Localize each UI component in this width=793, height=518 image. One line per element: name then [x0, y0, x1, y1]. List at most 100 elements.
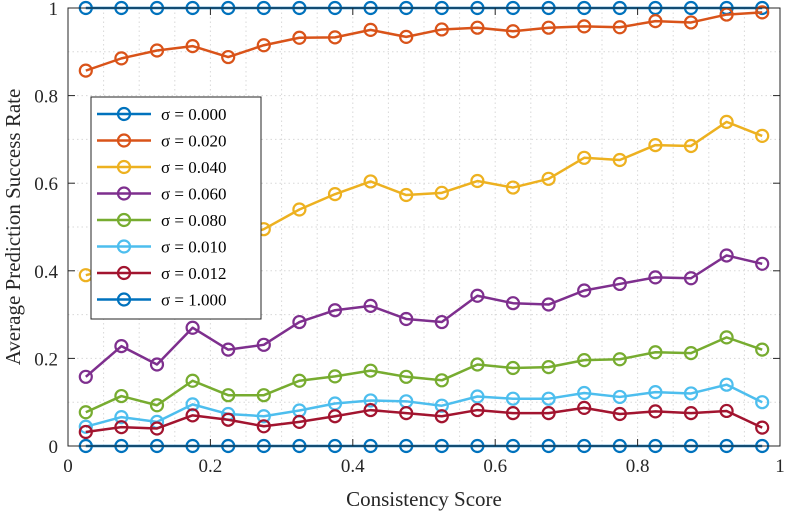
data-point-marker: [505, 180, 521, 195]
data-point-marker: [683, 406, 699, 421]
data-point-marker: [577, 283, 592, 298]
legend-marker: [116, 292, 132, 307]
data-point-marker: [719, 7, 734, 22]
data-point-marker: [327, 187, 343, 202]
legend-label: σ = 0.012: [161, 264, 227, 283]
data-point-marker: [114, 420, 129, 435]
data-point-marker: [755, 128, 770, 143]
legend-item: σ = 0.020: [97, 132, 227, 151]
data-point-marker: [114, 51, 129, 66]
data-point-marker: [292, 373, 307, 388]
data-point-marker: [292, 30, 307, 45]
data-point-marker: [292, 414, 307, 430]
data-point-marker: [149, 357, 165, 372]
legend-item: σ = 0.000: [97, 105, 227, 124]
legend-marker: [116, 239, 132, 254]
data-point-marker: [719, 403, 734, 419]
data-point-marker: [577, 19, 592, 34]
legend-marker: [116, 186, 132, 201]
data-point-marker: [434, 314, 449, 330]
data-point-marker: [256, 388, 271, 403]
legend-label: σ = 0.040: [161, 158, 227, 177]
legend-label: σ = 0.000: [161, 105, 227, 124]
legend-marker: [116, 133, 132, 148]
data-point-marker: [755, 256, 770, 271]
data-point-marker: [612, 389, 627, 405]
legend-item: σ = 1.000: [97, 291, 227, 310]
series-6: [78, 400, 770, 440]
data-point-marker: [185, 39, 200, 54]
data-point-marker: [399, 29, 414, 45]
x-tick-label: 0.4: [341, 456, 365, 477]
x-tick-label: 0.8: [626, 456, 650, 477]
plot-frame: [67, 7, 781, 447]
data-point-marker: [114, 339, 129, 354]
data-point-marker: [221, 412, 236, 427]
data-point-marker: [327, 369, 343, 384]
legend-item: σ = 0.040: [97, 158, 227, 177]
data-point-marker: [648, 345, 663, 360]
data-point-marker: [683, 271, 699, 286]
data-point-marker: [470, 402, 485, 418]
data-point-marker: [541, 297, 556, 312]
data-point-marker: [256, 409, 271, 424]
y-tick-label: 0.2: [34, 349, 58, 370]
data-point-marker: [149, 43, 165, 58]
data-point-marker: [256, 337, 271, 352]
data-point-marker: [683, 138, 699, 154]
legend: σ = 0.000 σ = 0.020 σ = 0.040 σ = 0.060 σ = …: [90, 96, 262, 320]
data-point-marker: [648, 385, 663, 400]
legend-item: σ = 0.080: [97, 211, 227, 230]
data-point-marker: [683, 386, 699, 401]
data-point-marker: [434, 185, 449, 200]
data-point-marker: [577, 353, 592, 368]
legend-marker: [116, 265, 132, 281]
data-point-marker: [648, 270, 663, 285]
data-point-marker: [719, 248, 734, 263]
data-point-marker: [683, 346, 699, 361]
data-point-marker: [755, 395, 770, 410]
data-point-marker: [327, 30, 343, 45]
data-point-marker: [434, 373, 449, 388]
data-point-marker: [719, 114, 734, 129]
data-point-marker: [185, 373, 200, 388]
data-point-marker: [399, 311, 414, 327]
data-point-marker: [363, 298, 378, 313]
data-point-marker: [577, 150, 592, 165]
legend-label: σ = 0.060: [161, 185, 227, 204]
data-point-marker: [327, 409, 343, 424]
data-point-marker: [683, 15, 699, 30]
data-point-marker: [505, 391, 521, 406]
data-point-marker: [327, 303, 343, 318]
data-point-marker: [505, 296, 521, 311]
legend-item: σ = 0.060: [97, 185, 227, 204]
data-point-marker: [78, 369, 93, 384]
data-point-marker: [470, 389, 485, 404]
data-point-marker: [719, 330, 734, 345]
x-tick-label: 0.2: [199, 456, 223, 477]
data-point-marker: [78, 405, 93, 420]
data-point-marker: [612, 152, 627, 168]
data-point-marker: [470, 20, 485, 35]
data-point-marker: [648, 137, 663, 153]
x-tick-label: 0: [63, 456, 73, 477]
series-4: [78, 330, 770, 420]
data-point-marker: [399, 187, 414, 203]
data-point-marker: [185, 408, 200, 423]
data-point-marker: [363, 402, 378, 418]
data-point-marker: [78, 424, 93, 440]
y-tick-label: 0.8: [34, 87, 58, 108]
data-point-marker: [363, 174, 378, 189]
y-tick-label: 0.6: [34, 174, 58, 195]
data-point-marker: [149, 421, 165, 436]
data-point-marker: [256, 38, 271, 53]
data-point-marker: [221, 49, 236, 65]
legend-label: σ = 0.010: [161, 238, 227, 257]
data-point-marker: [185, 320, 200, 335]
series-3: [78, 248, 770, 384]
y-tick-label: 1: [49, 0, 59, 20]
legend-item: σ = 0.012: [97, 264, 227, 283]
data-point-marker: [363, 363, 378, 378]
data-point-marker: [78, 419, 93, 434]
data-point-marker: [221, 388, 236, 403]
